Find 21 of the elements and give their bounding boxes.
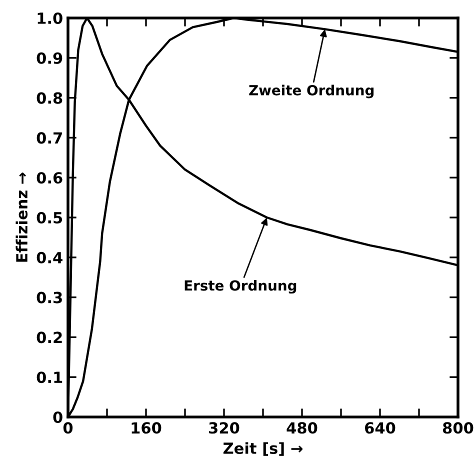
x-tick-label: 800 bbox=[442, 422, 474, 434]
y-tick-label: 0 bbox=[53, 411, 62, 424]
x-axis-title: Zeit [s] → bbox=[223, 442, 302, 456]
x-tick-label: 160 bbox=[132, 422, 162, 434]
y-tick-label: 0.6 bbox=[36, 172, 62, 184]
y-tick-label: 0.9 bbox=[36, 52, 62, 64]
y-tick-label: 1.0 bbox=[38, 12, 62, 24]
annotation: Erste Ordnung bbox=[184, 280, 296, 294]
y-tick-label: 0.2 bbox=[36, 332, 62, 344]
annotation: Zweite Ordnung bbox=[249, 84, 374, 98]
y-tick-label: 0.7 bbox=[36, 132, 62, 144]
y-axis-title: Effizienz → bbox=[16, 172, 28, 262]
x-tick-label: 640 bbox=[365, 422, 396, 434]
x-tick-label: 0 bbox=[63, 422, 73, 434]
y-tick-label: 0.8 bbox=[36, 92, 62, 104]
y-tick-label: 0.4 bbox=[36, 252, 62, 264]
y-tick-label: 0.1 bbox=[36, 372, 62, 384]
x-tick-label: 320 bbox=[209, 422, 240, 434]
y-tick-label: 0.3 bbox=[36, 292, 62, 304]
x-tick-label: 480 bbox=[286, 422, 318, 434]
y-tick-label: 0.5 bbox=[36, 212, 62, 224]
